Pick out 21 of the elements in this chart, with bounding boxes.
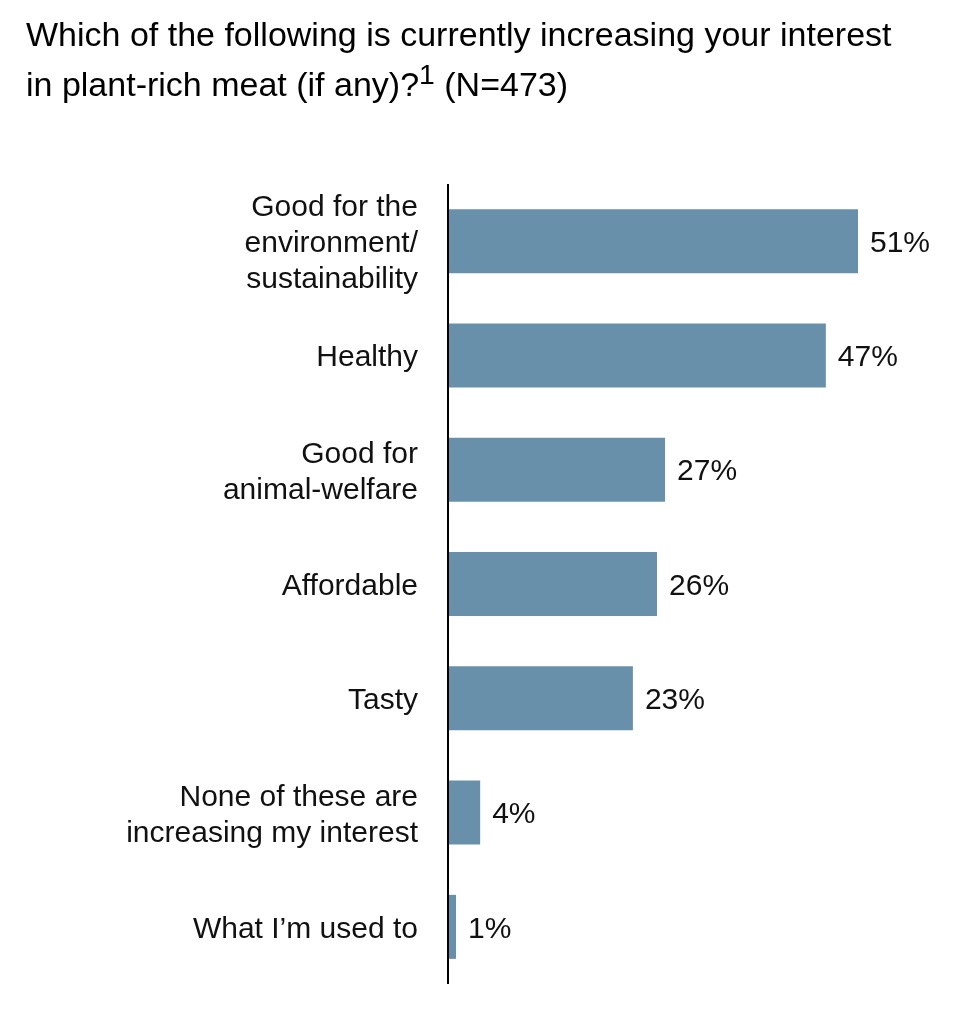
y-tick-label: None of these are increasing my interest bbox=[126, 778, 419, 848]
data-label: 4% bbox=[492, 796, 536, 830]
chart-title: Which of the following is currently increasing your interest in plant-rich meat (if any)?$^{1}$ (N=473) bbox=[25, 14, 893, 105]
bar bbox=[448, 552, 658, 617]
data-label: 27% bbox=[677, 453, 738, 487]
y-tick-label: What I’m used to bbox=[192, 910, 418, 944]
data-label: 51% bbox=[870, 225, 931, 259]
data-label: 1% bbox=[468, 910, 512, 944]
y-tick-label: Good for the environment/ sustainability bbox=[244, 188, 419, 294]
bar bbox=[448, 209, 858, 274]
y-tick-label: Affordable bbox=[281, 567, 418, 601]
bar bbox=[448, 438, 666, 503]
y-tick-label: Healthy bbox=[316, 339, 418, 373]
y-tick-label: Good for animal-welfare bbox=[222, 435, 419, 505]
data-label: 47% bbox=[837, 339, 898, 373]
y-tick-label: Tasty bbox=[347, 682, 418, 716]
data-label: 26% bbox=[669, 567, 730, 601]
bar bbox=[448, 323, 826, 388]
bar bbox=[448, 666, 633, 731]
data-label: 23% bbox=[644, 682, 705, 716]
bar bbox=[448, 780, 481, 845]
